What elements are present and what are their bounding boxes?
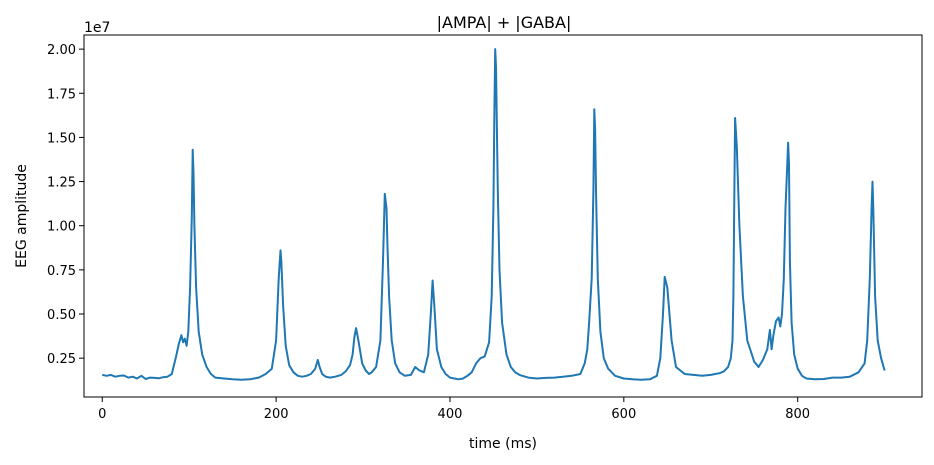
- y-tick-label: 2.00: [47, 43, 76, 58]
- y-axis-ticks: 0.25 0.50 0.75 1.00 1.25 1.50 1.75 2.00: [47, 43, 84, 367]
- x-axis-ticks: 0 200 400 600 800: [98, 397, 810, 422]
- y-tick-label: 1.00: [47, 220, 76, 235]
- x-tick-label: 600: [611, 407, 636, 422]
- series-line: [102, 48, 886, 381]
- plot-frame: [83, 34, 923, 398]
- y-tick-label: 0.50: [47, 308, 76, 323]
- x-tick-label: 200: [264, 407, 289, 422]
- y-tick-label: 0.25: [47, 352, 76, 367]
- x-tick-label: 400: [438, 407, 463, 422]
- y-axis-label: EEG amplitude: [14, 164, 30, 268]
- x-tick-label: 800: [785, 407, 810, 422]
- y-tick-label: 1.75: [47, 87, 76, 102]
- x-tick-label: 0: [98, 407, 106, 422]
- chart-title: |AMPA| + |GABA|: [437, 13, 572, 32]
- x-axis-label: time (ms): [469, 436, 537, 452]
- y-tick-label: 1.25: [47, 176, 76, 191]
- y-offset-label: 1e7: [84, 20, 110, 36]
- y-tick-label: 0.75: [47, 264, 76, 279]
- y-tick-label: 1.50: [47, 131, 76, 146]
